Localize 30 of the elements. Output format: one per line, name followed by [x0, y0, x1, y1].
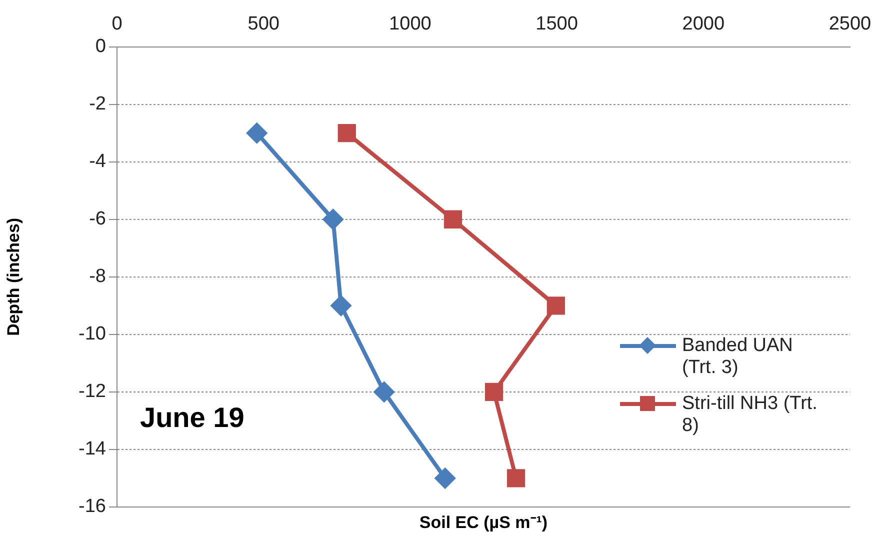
y-tick-label: -4	[89, 151, 106, 172]
annotation: June 19	[140, 402, 244, 434]
x-tick-label: 2500	[828, 14, 872, 35]
y-tick-label: -16	[78, 496, 106, 518]
y-tick-label: -10	[78, 324, 106, 345]
point	[506, 469, 526, 488]
point	[246, 123, 267, 144]
x-tick-label: 500	[248, 14, 280, 35]
x-tick-label: 2000	[682, 14, 725, 35]
x-axis-title: Soil EC (µS m⁻¹)	[418, 512, 549, 533]
y-tick-label: -8	[89, 266, 106, 288]
x-tick-label: 1000	[389, 14, 432, 35]
point	[444, 210, 462, 228]
y-tick-label: 0	[95, 36, 106, 58]
point	[374, 382, 394, 402]
point	[331, 296, 352, 316]
point	[484, 382, 504, 402]
legend-label: Stri-till NH3 (Trt. 8)	[682, 393, 818, 437]
x-tick-label: 0	[112, 14, 122, 35]
y-tick-label: -6	[89, 208, 106, 230]
y-tick-label: -2	[89, 94, 106, 115]
x-tick-label: 1500	[536, 14, 578, 35]
legend-label: Banded UAN (Trt. 3)	[682, 335, 794, 379]
y-tick-label: -14	[78, 438, 106, 460]
point	[435, 468, 456, 488]
point	[338, 124, 356, 142]
point	[546, 296, 565, 315]
point	[323, 209, 344, 230]
y-axis-title: Depth (inches)	[4, 218, 23, 336]
y-tick-label: -12	[78, 381, 106, 402]
